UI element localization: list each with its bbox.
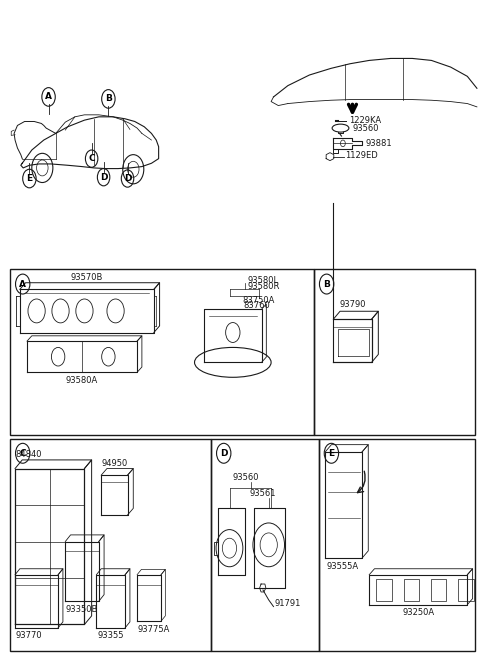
Text: 93561: 93561	[250, 489, 276, 497]
Bar	[376, 579, 392, 600]
Text: D: D	[124, 174, 131, 183]
Text: 94950: 94950	[101, 460, 128, 468]
Text: A: A	[19, 279, 26, 289]
Text: 1229KA: 1229KA	[349, 116, 381, 125]
Bar	[10, 439, 211, 651]
Text: B: B	[323, 279, 330, 289]
Text: D: D	[220, 449, 228, 458]
Text: 93775A: 93775A	[137, 624, 169, 634]
Text: 93790: 93790	[339, 300, 366, 309]
Text: 93250A: 93250A	[402, 608, 434, 617]
Bar	[431, 579, 446, 600]
Text: 1129ED: 1129ED	[345, 152, 378, 160]
Text: E: E	[26, 174, 33, 183]
Text: 93355: 93355	[97, 631, 124, 640]
Text: A: A	[45, 92, 52, 102]
Text: B: B	[105, 94, 112, 104]
Text: D: D	[100, 173, 108, 182]
Bar	[10, 269, 314, 436]
Text: 93580A: 93580A	[66, 376, 98, 385]
Text: 83750A: 83750A	[242, 296, 275, 305]
Ellipse shape	[332, 124, 349, 132]
Text: E: E	[328, 449, 335, 458]
Text: 83760: 83760	[243, 301, 270, 311]
Text: 93560: 93560	[352, 124, 379, 132]
Text: 84840: 84840	[15, 450, 42, 459]
Text: C: C	[19, 449, 26, 458]
Text: 93580L: 93580L	[247, 276, 278, 285]
Text: 93350B: 93350B	[65, 604, 98, 614]
Text: 93770: 93770	[15, 631, 42, 640]
Bar	[211, 439, 319, 651]
Bar	[404, 579, 420, 600]
Bar	[314, 269, 475, 436]
Text: 93555A: 93555A	[326, 561, 358, 571]
Bar	[319, 439, 475, 651]
Text: 93881: 93881	[365, 139, 392, 148]
Ellipse shape	[194, 347, 271, 377]
Text: 91791: 91791	[275, 598, 301, 608]
Text: 93560: 93560	[232, 473, 259, 481]
Text: C: C	[88, 154, 95, 163]
Text: 93570B: 93570B	[71, 273, 103, 282]
Bar	[458, 579, 474, 600]
Text: 93580R: 93580R	[247, 281, 279, 291]
